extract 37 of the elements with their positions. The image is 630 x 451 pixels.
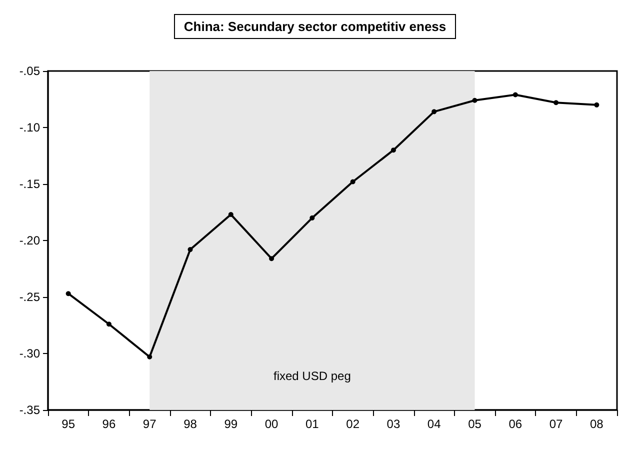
y-tick-label: -.10 (19, 120, 40, 134)
point (554, 100, 559, 106)
x-tick-label: 95 (62, 417, 76, 431)
x-tick-label: 04 (427, 417, 442, 431)
x-tick-label: 97 (142, 417, 157, 431)
y-tick-label: -.35 (19, 403, 40, 417)
x-tick-label: 99 (224, 417, 238, 431)
x-tick-label: 02 (346, 417, 360, 431)
point (350, 179, 356, 184)
point (188, 247, 193, 252)
x-tick-label: 96 (102, 417, 116, 431)
point (269, 256, 274, 262)
point (432, 109, 437, 114)
point (390, 148, 396, 153)
chart-title: China: Secundary sector competitiv eness (184, 19, 446, 34)
point (594, 102, 600, 108)
y-tick-label: -.05 (19, 64, 40, 78)
y-tick-label: -.20 (19, 234, 40, 248)
point (228, 212, 234, 218)
point (310, 215, 315, 220)
y-tick-label: -.30 (19, 346, 40, 360)
point (512, 92, 518, 98)
x-tick-label: 01 (306, 417, 320, 431)
y-tick-label: -.25 (19, 290, 40, 304)
x-tick-label: 06 (508, 417, 522, 431)
x-tick-label: 05 (468, 417, 482, 431)
point (66, 291, 71, 296)
x-tick-label: 07 (549, 417, 564, 431)
x-tick-label: 08 (590, 417, 604, 431)
y-tick-label: -.15 (19, 177, 40, 191)
band-label: fixed USD peg (273, 369, 351, 383)
point (106, 322, 112, 327)
x-tick-label: 98 (184, 417, 198, 431)
x-tick-label: 03 (386, 417, 400, 431)
x-tick-label: 00 (264, 417, 279, 431)
point (147, 354, 152, 360)
point (472, 98, 478, 103)
